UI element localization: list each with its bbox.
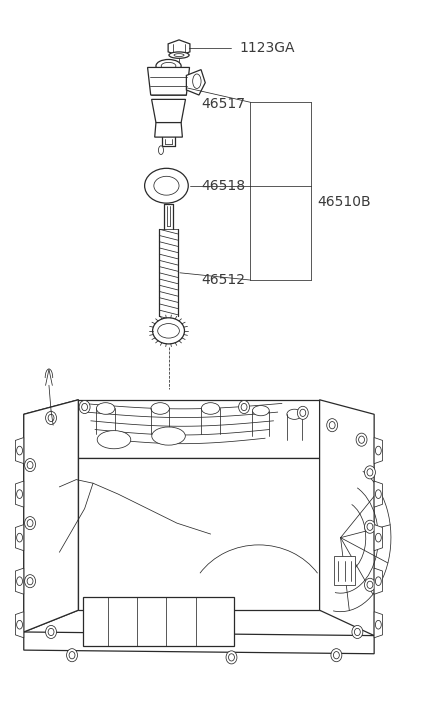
Ellipse shape [152, 318, 184, 344]
Polygon shape [155, 123, 182, 137]
Ellipse shape [96, 403, 115, 414]
Ellipse shape [158, 324, 179, 338]
Ellipse shape [169, 52, 189, 58]
Ellipse shape [24, 517, 35, 530]
Polygon shape [16, 481, 24, 507]
Ellipse shape [297, 406, 308, 419]
Ellipse shape [79, 401, 90, 414]
Ellipse shape [376, 534, 381, 542]
Ellipse shape [69, 651, 75, 659]
Polygon shape [187, 70, 205, 95]
Polygon shape [78, 458, 320, 610]
Ellipse shape [376, 577, 381, 585]
Ellipse shape [241, 403, 247, 411]
Ellipse shape [253, 406, 269, 416]
Polygon shape [374, 611, 383, 638]
Polygon shape [320, 400, 374, 635]
Polygon shape [374, 438, 383, 464]
Ellipse shape [17, 534, 22, 542]
Ellipse shape [354, 628, 360, 635]
Ellipse shape [229, 654, 234, 661]
Ellipse shape [97, 430, 131, 449]
Ellipse shape [152, 427, 185, 445]
Ellipse shape [82, 403, 88, 411]
Ellipse shape [48, 628, 54, 635]
Polygon shape [374, 481, 383, 507]
Text: 46510B: 46510B [317, 196, 371, 209]
Ellipse shape [17, 577, 22, 585]
Ellipse shape [367, 523, 373, 531]
Ellipse shape [376, 446, 381, 455]
Polygon shape [24, 400, 78, 632]
Polygon shape [147, 68, 189, 95]
Ellipse shape [156, 60, 181, 73]
Ellipse shape [27, 520, 33, 527]
Ellipse shape [17, 446, 22, 455]
Ellipse shape [359, 436, 365, 443]
Polygon shape [16, 611, 24, 638]
Polygon shape [16, 568, 24, 594]
Text: 46518: 46518 [201, 179, 245, 193]
Polygon shape [78, 400, 320, 458]
Ellipse shape [239, 401, 250, 414]
Ellipse shape [329, 422, 335, 429]
Text: 46512: 46512 [201, 273, 245, 287]
Polygon shape [83, 597, 234, 646]
Polygon shape [24, 632, 374, 654]
Ellipse shape [24, 459, 35, 472]
Text: 46517: 46517 [201, 97, 245, 111]
Ellipse shape [300, 409, 306, 417]
Ellipse shape [352, 625, 363, 638]
Polygon shape [16, 438, 24, 464]
Ellipse shape [158, 146, 163, 155]
Ellipse shape [376, 490, 381, 499]
Ellipse shape [201, 403, 220, 414]
Polygon shape [152, 100, 186, 123]
Ellipse shape [145, 169, 188, 203]
Ellipse shape [333, 651, 339, 659]
Polygon shape [16, 525, 24, 551]
Ellipse shape [367, 581, 373, 588]
Ellipse shape [287, 409, 302, 419]
Ellipse shape [154, 176, 179, 195]
Ellipse shape [365, 521, 376, 534]
Ellipse shape [174, 54, 184, 57]
Polygon shape [24, 400, 78, 632]
Ellipse shape [226, 651, 237, 664]
Ellipse shape [67, 648, 77, 662]
Ellipse shape [24, 574, 35, 587]
Bar [334, 555, 355, 585]
Ellipse shape [45, 411, 56, 425]
Ellipse shape [193, 74, 201, 89]
Ellipse shape [48, 414, 54, 422]
Ellipse shape [161, 63, 176, 70]
Text: 1123GA: 1123GA [240, 41, 296, 55]
Ellipse shape [376, 620, 381, 629]
Polygon shape [168, 40, 190, 56]
Ellipse shape [151, 403, 169, 414]
Ellipse shape [365, 578, 376, 591]
Polygon shape [374, 525, 383, 551]
Ellipse shape [17, 490, 22, 499]
Ellipse shape [331, 648, 342, 662]
Ellipse shape [356, 433, 367, 446]
Ellipse shape [367, 469, 373, 476]
Polygon shape [374, 568, 383, 594]
Ellipse shape [27, 462, 33, 469]
Ellipse shape [365, 466, 376, 479]
Ellipse shape [327, 419, 338, 432]
Ellipse shape [27, 577, 33, 585]
Ellipse shape [45, 625, 56, 638]
Ellipse shape [17, 620, 22, 629]
